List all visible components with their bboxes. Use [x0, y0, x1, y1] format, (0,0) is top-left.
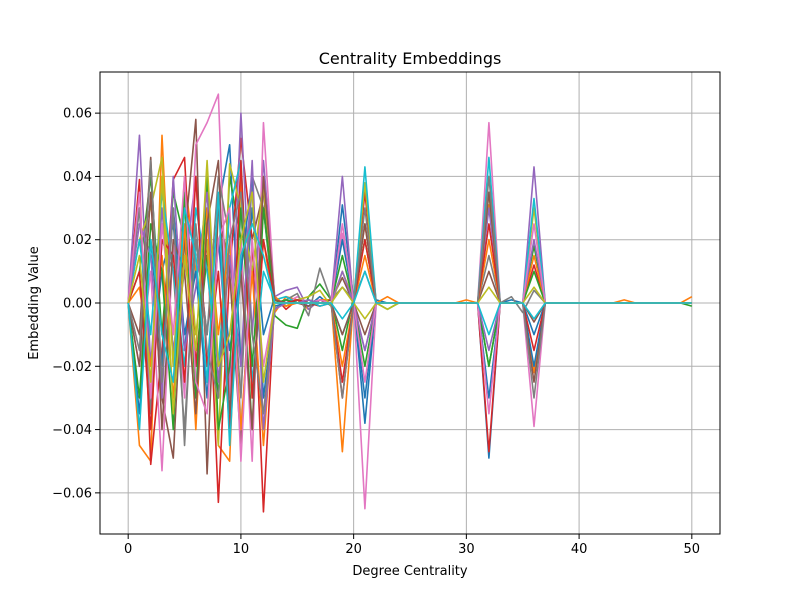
series-line-20 — [127, 191, 692, 447]
y-tick-label: 0.06 — [63, 107, 92, 122]
y-axis: −0.06 −0.04 −0.02 0.00 0.02 0.04 0.06 — [52, 107, 100, 501]
y-tick-label: −0.04 — [52, 423, 92, 438]
x-tick-label: 10 — [233, 542, 250, 557]
y-tick-label: 0.02 — [63, 233, 92, 248]
x-axis: 0 10 20 30 40 50 — [124, 534, 700, 557]
x-tick-label: 0 — [124, 542, 132, 557]
y-tick-label: −0.06 — [52, 486, 92, 501]
x-tick-label: 20 — [345, 542, 362, 557]
x-tick-label: 50 — [684, 542, 701, 557]
y-axis-label: Embedding Value — [27, 246, 42, 360]
x-tick-label: 40 — [571, 542, 588, 557]
y-tick-label: 0.04 — [63, 170, 92, 185]
x-axis-label: Degree Centrality — [352, 564, 467, 579]
y-tick-label: −0.02 — [52, 360, 92, 375]
x-tick-label: 30 — [458, 542, 475, 557]
y-tick-label: 0.00 — [63, 297, 92, 312]
chart-title: Centrality Embeddings — [319, 49, 502, 68]
series-layer — [127, 93, 693, 513]
